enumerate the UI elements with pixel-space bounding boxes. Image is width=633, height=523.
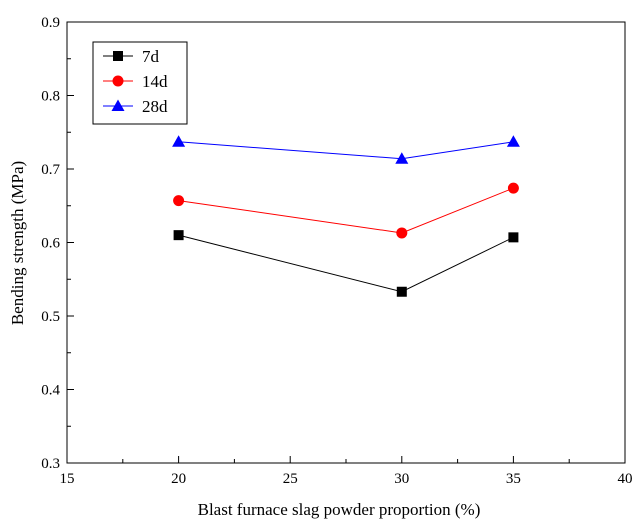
data-point-28d bbox=[395, 152, 409, 164]
data-point-14d bbox=[173, 195, 185, 207]
y-axis-label: Bending strength (MPa) bbox=[8, 161, 27, 325]
x-tick-label: 35 bbox=[506, 471, 521, 487]
y-tick-label: 0.7 bbox=[41, 162, 60, 178]
x-tick-label: 25 bbox=[283, 471, 298, 487]
y-tick-label: 0.4 bbox=[41, 383, 60, 399]
x-tick-label: 15 bbox=[60, 471, 75, 487]
data-point-7d bbox=[396, 286, 407, 297]
legend-marker-14d bbox=[112, 75, 124, 87]
legend-label-28d: 28d bbox=[142, 97, 168, 116]
legend-box bbox=[92, 41, 188, 125]
y-tick-label: 0.5 bbox=[41, 309, 60, 325]
series-line-28d bbox=[178, 141, 514, 160]
data-point-28d bbox=[172, 135, 186, 147]
data-point-7d bbox=[173, 230, 184, 241]
legend-label-7d: 7d bbox=[142, 47, 160, 66]
legend-label-14d: 14d bbox=[142, 72, 168, 91]
y-axis-ticks: 0.3 0.4 0.5 0.6 0.7 0.8 0.9 bbox=[41, 15, 74, 472]
data-point-14d bbox=[507, 182, 519, 194]
x-axis-label: Blast furnace slag powder proportion (%) bbox=[198, 500, 481, 519]
legend-marker-28d bbox=[111, 99, 125, 111]
series-layer bbox=[172, 135, 520, 297]
x-axis-ticks: 15 20 25 30 35 40 bbox=[60, 456, 633, 487]
x-tick-label: 20 bbox=[171, 471, 186, 487]
y-tick-label: 0.3 bbox=[41, 456, 60, 472]
data-point-7d bbox=[508, 232, 519, 243]
y-tick-label: 0.6 bbox=[41, 236, 60, 252]
y-tick-label: 0.9 bbox=[41, 15, 60, 31]
y-tick-label: 0.8 bbox=[41, 89, 60, 105]
x-tick-label: 30 bbox=[394, 471, 409, 487]
x-tick-label: 40 bbox=[618, 471, 633, 487]
series-line-14d bbox=[178, 187, 514, 234]
series-line-7d bbox=[178, 234, 514, 293]
legend-marker-7d bbox=[113, 51, 123, 61]
legend: 7d 14d 28d bbox=[92, 41, 188, 125]
data-point-28d bbox=[506, 135, 520, 147]
data-point-14d bbox=[396, 227, 408, 239]
